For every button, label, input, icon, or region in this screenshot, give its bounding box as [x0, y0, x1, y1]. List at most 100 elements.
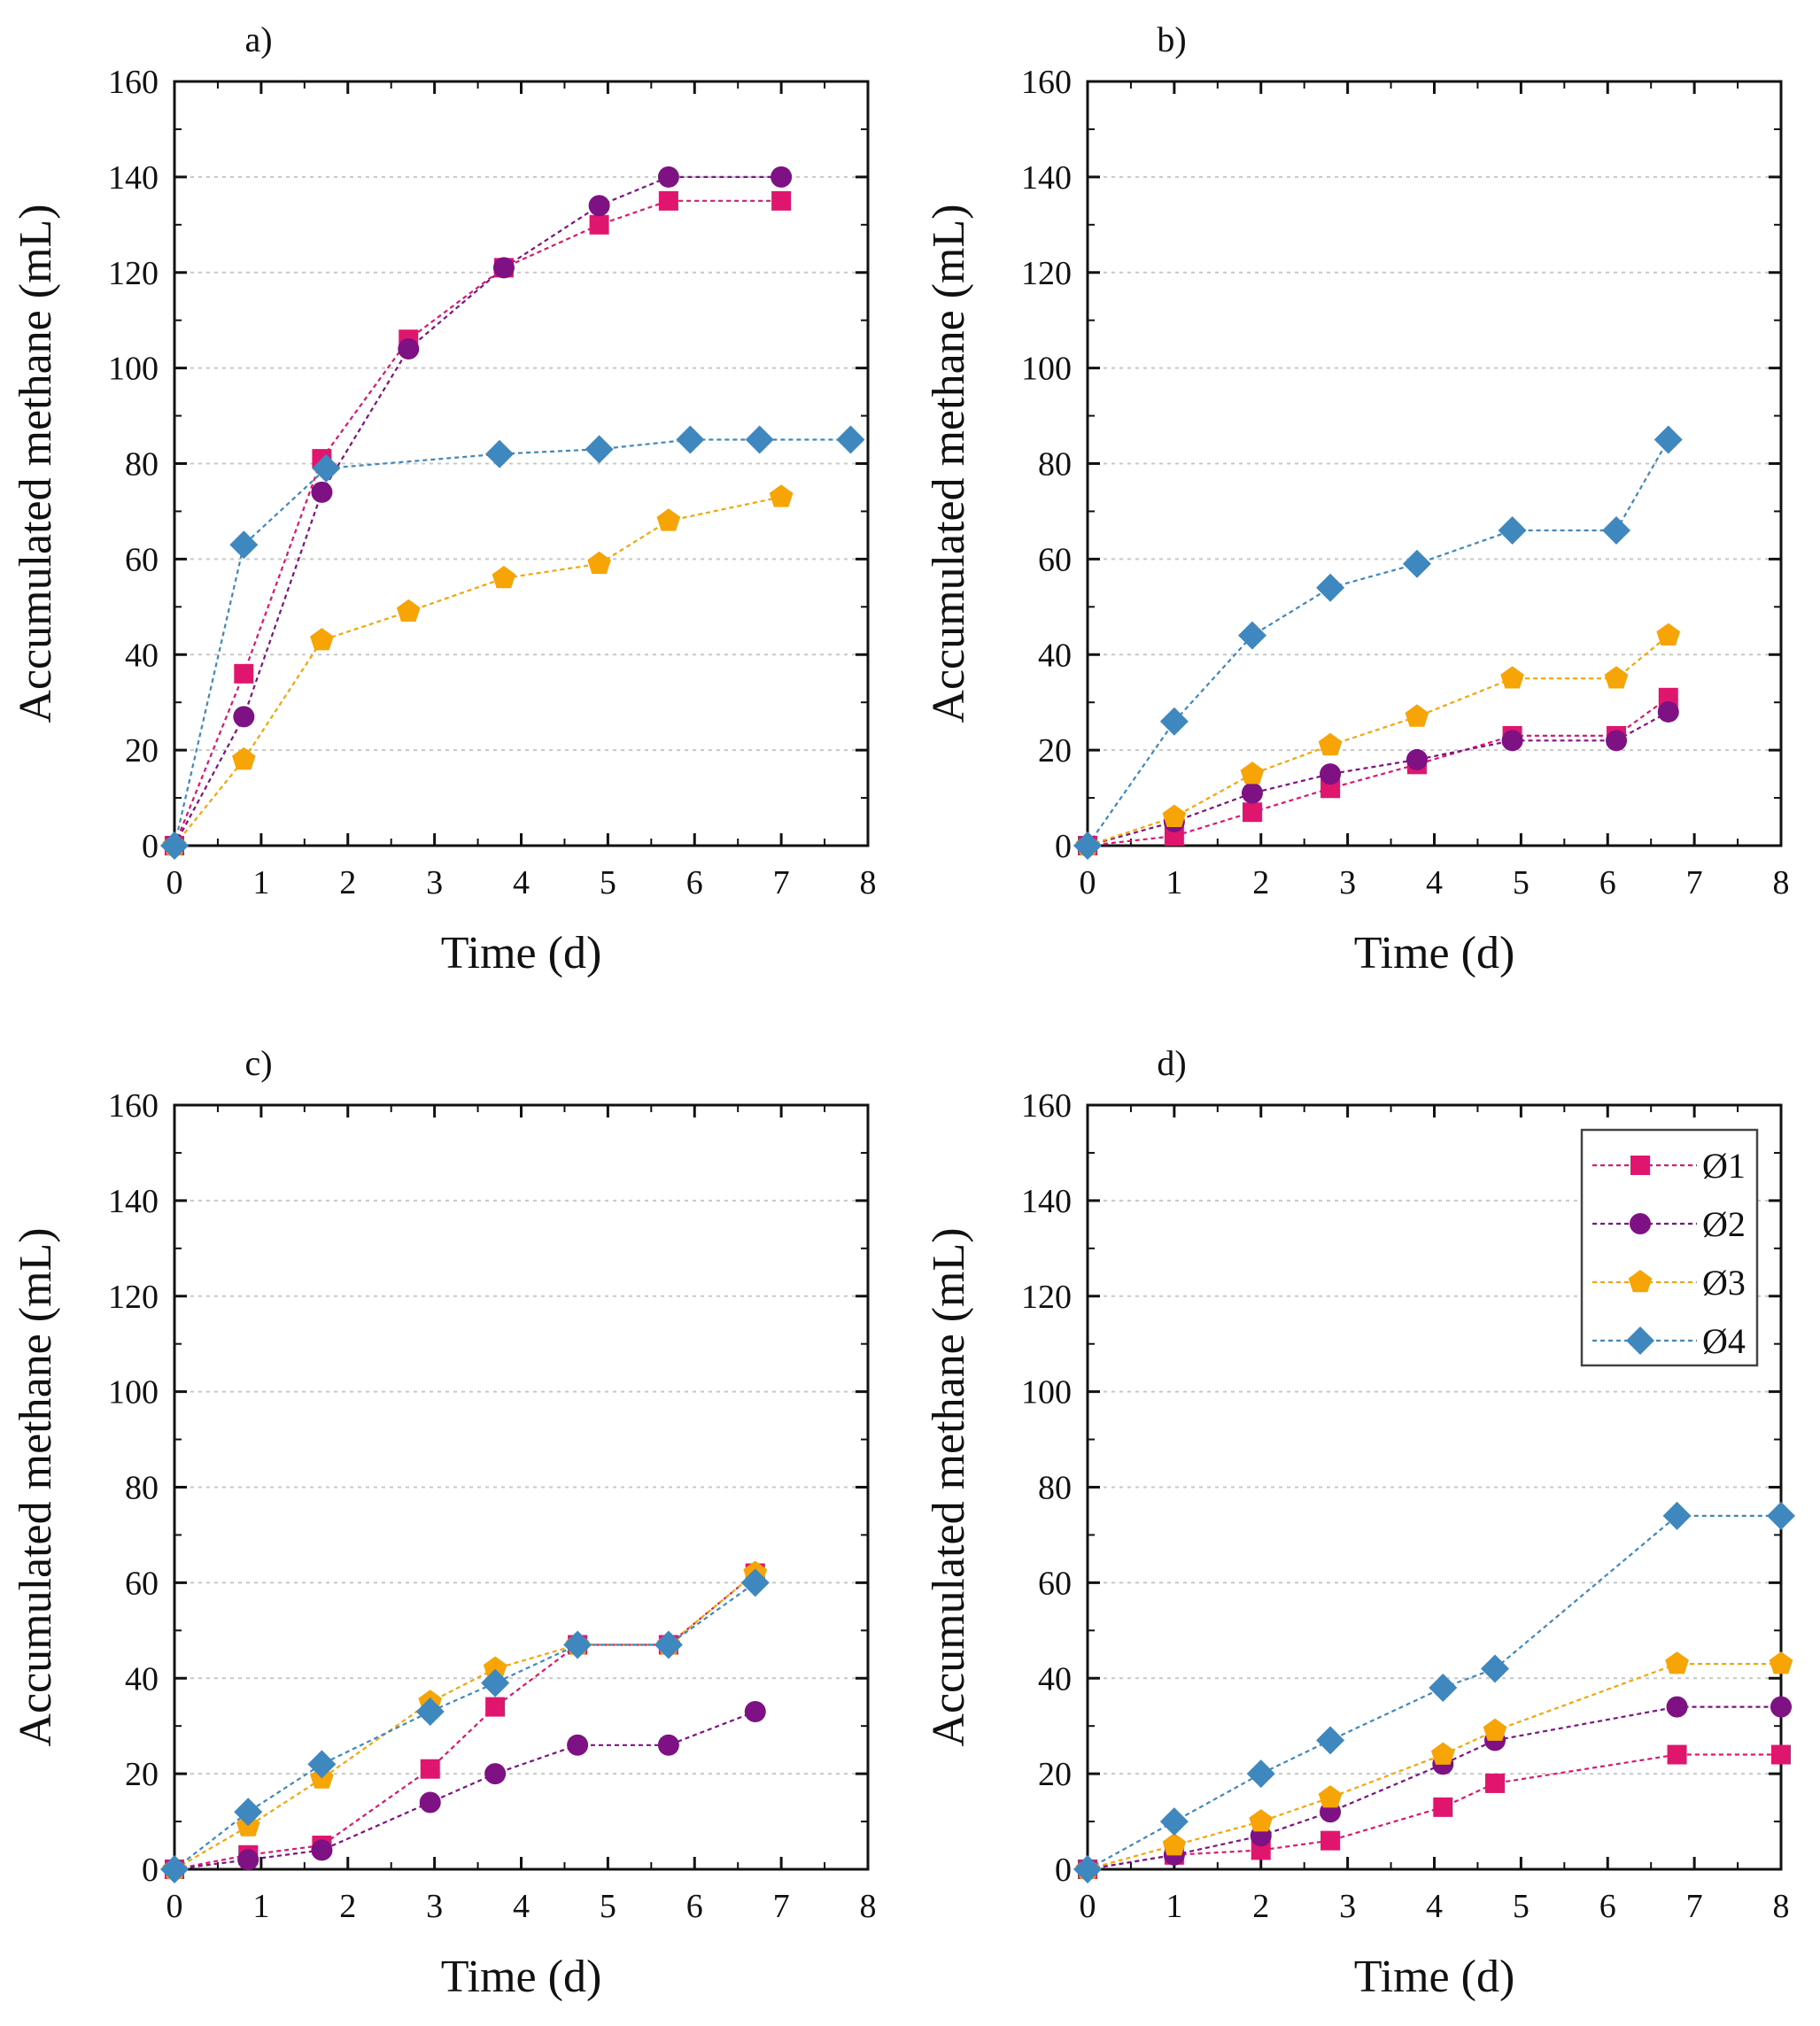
series-line-2 [1087, 1705, 1781, 1871]
y-tick-label: 120 [108, 255, 159, 292]
data-point-series-3 [492, 566, 516, 589]
data-point-series-3 [1405, 704, 1429, 727]
data-point-series-4 [1316, 1726, 1345, 1755]
data-point-series-4 [234, 1798, 263, 1827]
x-tick-label: 4 [1426, 1888, 1443, 1925]
data-point-series-1 [1164, 826, 1184, 847]
data-point-series-4 [1073, 831, 1102, 860]
series-line-4 [1087, 1514, 1781, 1870]
panel-title: c) [244, 1043, 272, 1083]
data-point-series-4 [160, 831, 189, 860]
legend-entry: Ø2 [1592, 1204, 1746, 1244]
y-tick-label: 140 [1021, 1183, 1072, 1220]
data-point-series-1 [1320, 778, 1341, 799]
series-line-3 [1087, 634, 1669, 847]
x-tick-label: 5 [1513, 1888, 1530, 1925]
data-point-series-1 [1658, 687, 1678, 708]
panel-title: b) [1157, 19, 1186, 59]
data-point-series-1 [1771, 1744, 1791, 1765]
data-point-series-1 [485, 1697, 506, 1717]
x-tick-label: 5 [600, 864, 616, 901]
data-point-series-1 [658, 190, 678, 211]
y-tick-label: 80 [125, 1470, 159, 1507]
data-point-series-2 [1320, 763, 1342, 785]
data-point-series-2 [233, 706, 255, 728]
y-tick-label: 80 [1038, 1470, 1072, 1507]
data-point-series-3 [1431, 1742, 1455, 1765]
data-point-series-4 [1316, 573, 1345, 602]
data-point-series-3 [769, 484, 794, 507]
data-point-series-4 [312, 453, 341, 483]
x-tick-label: 6 [686, 864, 703, 901]
y-tick-label: 120 [1021, 255, 1072, 292]
data-point-series-4 [307, 1750, 337, 1779]
panel-title: a) [244, 19, 272, 59]
y-axis-title: Accumulated methane (mL) [11, 1227, 61, 1746]
chart-panel-c: 0 20 40 60 80 100 120 140 160 0 1 2 3 4 5 6 7 8 Time (d) Ac… [11, 1043, 877, 2002]
data-point-series-4 [415, 1697, 445, 1727]
data-point-series-4 [654, 1630, 683, 1659]
y-tick-label: 20 [125, 1756, 159, 1793]
data-point-series-4 [585, 435, 614, 464]
legend-box [1580, 1128, 1759, 1367]
y-tick-label: 0 [142, 1852, 159, 1889]
x-tick-label: 0 [167, 864, 183, 901]
legend-marker [1628, 1270, 1653, 1293]
y-axis-title: Accumulated methane (mL) [924, 204, 974, 723]
data-point-series-4 [481, 1668, 510, 1697]
x-tick-label: 1 [252, 1888, 269, 1925]
x-tick-label: 5 [600, 1888, 616, 1925]
data-point-series-1 [1433, 1797, 1453, 1817]
data-point-series-3 [1769, 1651, 1793, 1674]
series-line-3 [1087, 1662, 1781, 1871]
y-tick-label: 160 [1021, 64, 1072, 101]
data-point-series-1 [1485, 1773, 1506, 1793]
data-point-series-4 [1246, 1759, 1275, 1789]
series-line-1 [1087, 696, 1669, 847]
data-point-series-4 [1073, 1855, 1102, 1883]
legend-marker [1626, 1326, 1654, 1355]
y-tick-label: 80 [125, 446, 159, 483]
data-point-series-2 [311, 481, 333, 503]
x-tick-label: 8 [1773, 1888, 1790, 1925]
data-point-series-3 [232, 746, 256, 770]
x-tick-label: 0 [167, 1888, 183, 1925]
y-tick-label: 100 [1021, 351, 1072, 388]
y-tick-label: 160 [108, 64, 159, 101]
data-point-series-3 [1162, 804, 1187, 827]
y-tick-label: 20 [125, 732, 159, 769]
x-tick-label: 7 [773, 864, 790, 901]
data-point-series-2 [657, 166, 679, 188]
data-point-series-2 [1657, 700, 1679, 723]
x-tick-label: 2 [1252, 864, 1269, 901]
y-tick-label: 120 [1021, 1279, 1072, 1316]
data-point-series-4 [1159, 707, 1189, 736]
data-point-series-4 [1498, 516, 1527, 545]
x-tick-label: 6 [1599, 864, 1616, 901]
legend-label: Ø3 [1702, 1263, 1746, 1303]
data-point-series-2 [1770, 1696, 1792, 1718]
legend-entry: Ø3 [1592, 1263, 1746, 1303]
x-tick-label: 3 [426, 864, 443, 901]
data-point-series-4 [836, 425, 865, 454]
data-point-series-3 [1483, 1718, 1507, 1741]
data-point-series-2 [311, 1839, 333, 1861]
data-point-series-3 [1318, 1785, 1343, 1808]
y-tick-label: 100 [108, 1374, 159, 1411]
y-tick-label: 120 [108, 1279, 159, 1316]
data-point-series-2 [492, 257, 515, 279]
series-line-4 [174, 1581, 756, 1870]
x-tick-label: 3 [1339, 864, 1356, 901]
x-tick-label: 2 [339, 864, 356, 901]
x-axis-title: Time (d) [441, 928, 602, 978]
x-tick-label: 8 [1773, 864, 1790, 901]
data-point-series-2 [419, 1791, 441, 1813]
y-tick-label: 0 [1055, 828, 1072, 865]
x-tick-label: 3 [426, 1888, 443, 1925]
y-tick-label: 60 [125, 541, 159, 578]
data-point-series-3 [1500, 666, 1524, 689]
series-line-3 [174, 496, 782, 847]
y-tick-label: 20 [1038, 732, 1072, 769]
legend-label: Ø4 [1702, 1321, 1746, 1361]
